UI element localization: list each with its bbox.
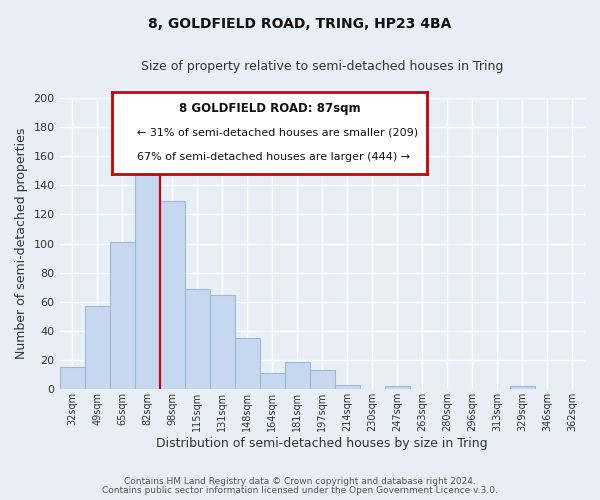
Bar — [209, 294, 235, 390]
Bar — [160, 202, 185, 390]
Text: Contains public sector information licensed under the Open Government Licence v.: Contains public sector information licen… — [102, 486, 498, 495]
Text: Contains HM Land Registry data © Crown copyright and database right 2024.: Contains HM Land Registry data © Crown c… — [124, 477, 476, 486]
Bar — [385, 386, 410, 390]
Title: Size of property relative to semi-detached houses in Tring: Size of property relative to semi-detach… — [141, 60, 503, 73]
Y-axis label: Number of semi-detached properties: Number of semi-detached properties — [15, 128, 28, 359]
Bar — [260, 374, 285, 390]
Bar — [285, 362, 310, 390]
Bar — [59, 368, 85, 390]
Bar — [110, 242, 134, 390]
Bar — [310, 370, 335, 390]
Bar — [185, 288, 209, 390]
Bar — [510, 386, 535, 390]
Bar — [134, 162, 160, 390]
X-axis label: Distribution of semi-detached houses by size in Tring: Distribution of semi-detached houses by … — [157, 437, 488, 450]
Bar — [235, 338, 260, 390]
Bar — [335, 385, 360, 390]
Text: 8, GOLDFIELD ROAD, TRING, HP23 4BA: 8, GOLDFIELD ROAD, TRING, HP23 4BA — [148, 18, 452, 32]
Bar — [85, 306, 110, 390]
